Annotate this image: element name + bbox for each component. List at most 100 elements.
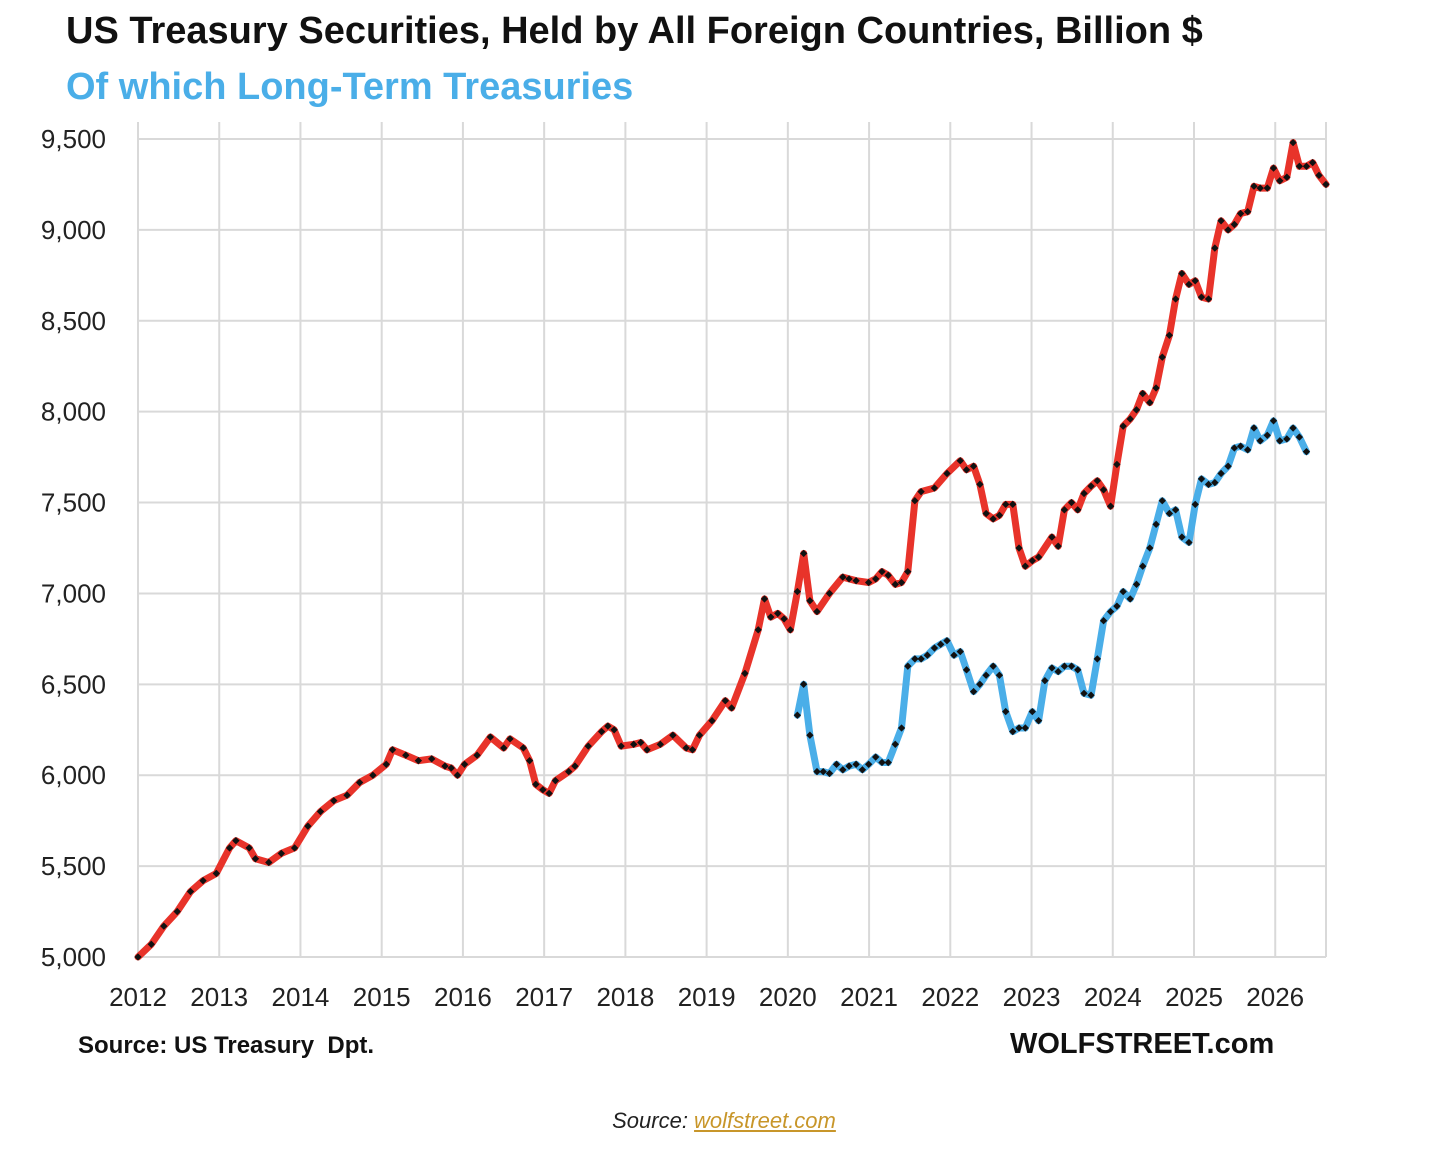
data-point-marker <box>969 687 978 696</box>
data-point-marker <box>956 457 964 465</box>
data-point-marker <box>355 778 364 787</box>
data-point-marker <box>780 615 788 623</box>
data-point-marker <box>754 626 762 634</box>
x-tick-label: 2024 <box>1084 982 1142 1012</box>
data-point-marker <box>819 767 827 776</box>
data-point-marker <box>962 666 971 674</box>
data-point-marker <box>643 746 651 754</box>
data-point-marker <box>858 766 867 774</box>
data-point-marker <box>813 767 821 776</box>
data-point-marker <box>610 726 618 734</box>
data-point-marker <box>897 724 906 732</box>
data-point-marker <box>995 511 1004 519</box>
data-point-marker <box>1002 500 1010 509</box>
data-point-marker <box>1185 538 1193 547</box>
data-point-marker <box>1283 435 1291 443</box>
data-point-marker <box>1178 269 1186 278</box>
source-note: Source: US Treasury Dpt. <box>78 1032 375 1059</box>
data-point-marker <box>884 758 892 767</box>
data-point-marker <box>369 771 377 779</box>
data-point-marker <box>486 733 495 741</box>
data-point-marker <box>864 578 873 587</box>
data-point-marker <box>388 746 397 754</box>
data-point-marker <box>956 647 964 656</box>
data-point-marker <box>597 727 606 736</box>
data-point-marker <box>1015 544 1023 552</box>
data-point-marker <box>989 515 997 523</box>
data-point-marker <box>695 731 704 739</box>
data-point-marker <box>950 651 958 659</box>
caption-source-link[interactable]: wolfstreet.com <box>694 1108 836 1133</box>
data-point-marker <box>806 597 814 605</box>
x-tick-label: 2026 <box>1246 982 1304 1012</box>
data-point-marker <box>852 760 860 769</box>
data-point-marker <box>199 876 207 885</box>
data-point-marker <box>793 711 802 719</box>
data-point-marker <box>806 731 814 739</box>
data-point-marker <box>525 756 534 765</box>
data-point-marker <box>793 587 802 596</box>
data-point-marker <box>245 844 253 852</box>
data-point-marker <box>402 751 410 759</box>
data-point-marker <box>878 567 886 576</box>
data-point-marker <box>617 742 625 750</box>
x-tick-label: 2020 <box>759 982 817 1012</box>
data-point-marker <box>930 484 939 492</box>
y-tick-label: 9,000 <box>41 215 106 245</box>
long-term-holdings-line <box>793 417 1310 777</box>
data-point-marker <box>962 466 971 474</box>
data-point-marker <box>500 744 508 752</box>
data-point-marker <box>1139 389 1147 398</box>
data-point-marker <box>316 807 325 816</box>
data-point-marker <box>173 907 181 916</box>
data-point-marker <box>917 655 925 663</box>
data-point-marker <box>1244 208 1252 216</box>
x-tick-label: 2018 <box>596 982 654 1012</box>
data-point-marker <box>1230 220 1239 229</box>
data-point-marker <box>1211 244 1219 252</box>
data-point-marker <box>1093 477 1101 485</box>
data-point-marker <box>656 740 664 749</box>
data-point-marker <box>1060 506 1069 514</box>
data-point-marker <box>1289 424 1297 432</box>
data-point-marker <box>839 766 847 774</box>
y-tick-label: 8,000 <box>41 397 106 427</box>
series-layer <box>134 138 1330 961</box>
data-point-marker <box>414 756 423 765</box>
data-point-marker <box>1224 462 1232 470</box>
data-point-marker <box>343 791 351 799</box>
data-point-marker <box>1322 180 1330 189</box>
data-point-marker <box>1099 617 1108 625</box>
data-point-marker <box>382 760 390 768</box>
data-point-marker <box>604 722 612 730</box>
caption-prefix: Source: <box>612 1108 695 1133</box>
data-point-marker <box>506 735 514 743</box>
data-point-marker <box>872 575 880 583</box>
image-caption: Source: wolfstreet.com <box>0 1108 1448 1134</box>
data-point-marker <box>976 480 984 489</box>
data-point-marker <box>1191 277 1199 285</box>
data-point-marker <box>800 549 808 558</box>
data-point-marker <box>1302 448 1311 456</box>
data-point-marker <box>1269 417 1278 425</box>
data-point-marker <box>160 922 168 930</box>
x-tick-label: 2013 <box>190 982 248 1012</box>
data-point-marker <box>891 580 899 589</box>
data-point-marker <box>767 613 775 621</box>
data-point-marker <box>930 644 939 652</box>
data-point-marker <box>727 704 736 712</box>
data-point-marker <box>989 662 997 670</box>
data-point-marker <box>441 762 449 770</box>
data-point-marker <box>884 571 892 579</box>
y-axis-ticks: 5,000 5,500 6,000 6,500 7,000 7,500 8,000 8,500… <box>41 124 106 972</box>
data-point-marker <box>1146 544 1154 552</box>
data-point-marker <box>1263 431 1271 439</box>
data-point-marker <box>1080 489 1088 498</box>
data-point-marker <box>1028 707 1036 716</box>
data-point-marker <box>630 740 638 749</box>
data-point-marker <box>923 651 932 659</box>
data-point-marker <box>1099 486 1108 494</box>
data-point-marker <box>669 731 677 739</box>
data-point-marker <box>1034 553 1043 561</box>
